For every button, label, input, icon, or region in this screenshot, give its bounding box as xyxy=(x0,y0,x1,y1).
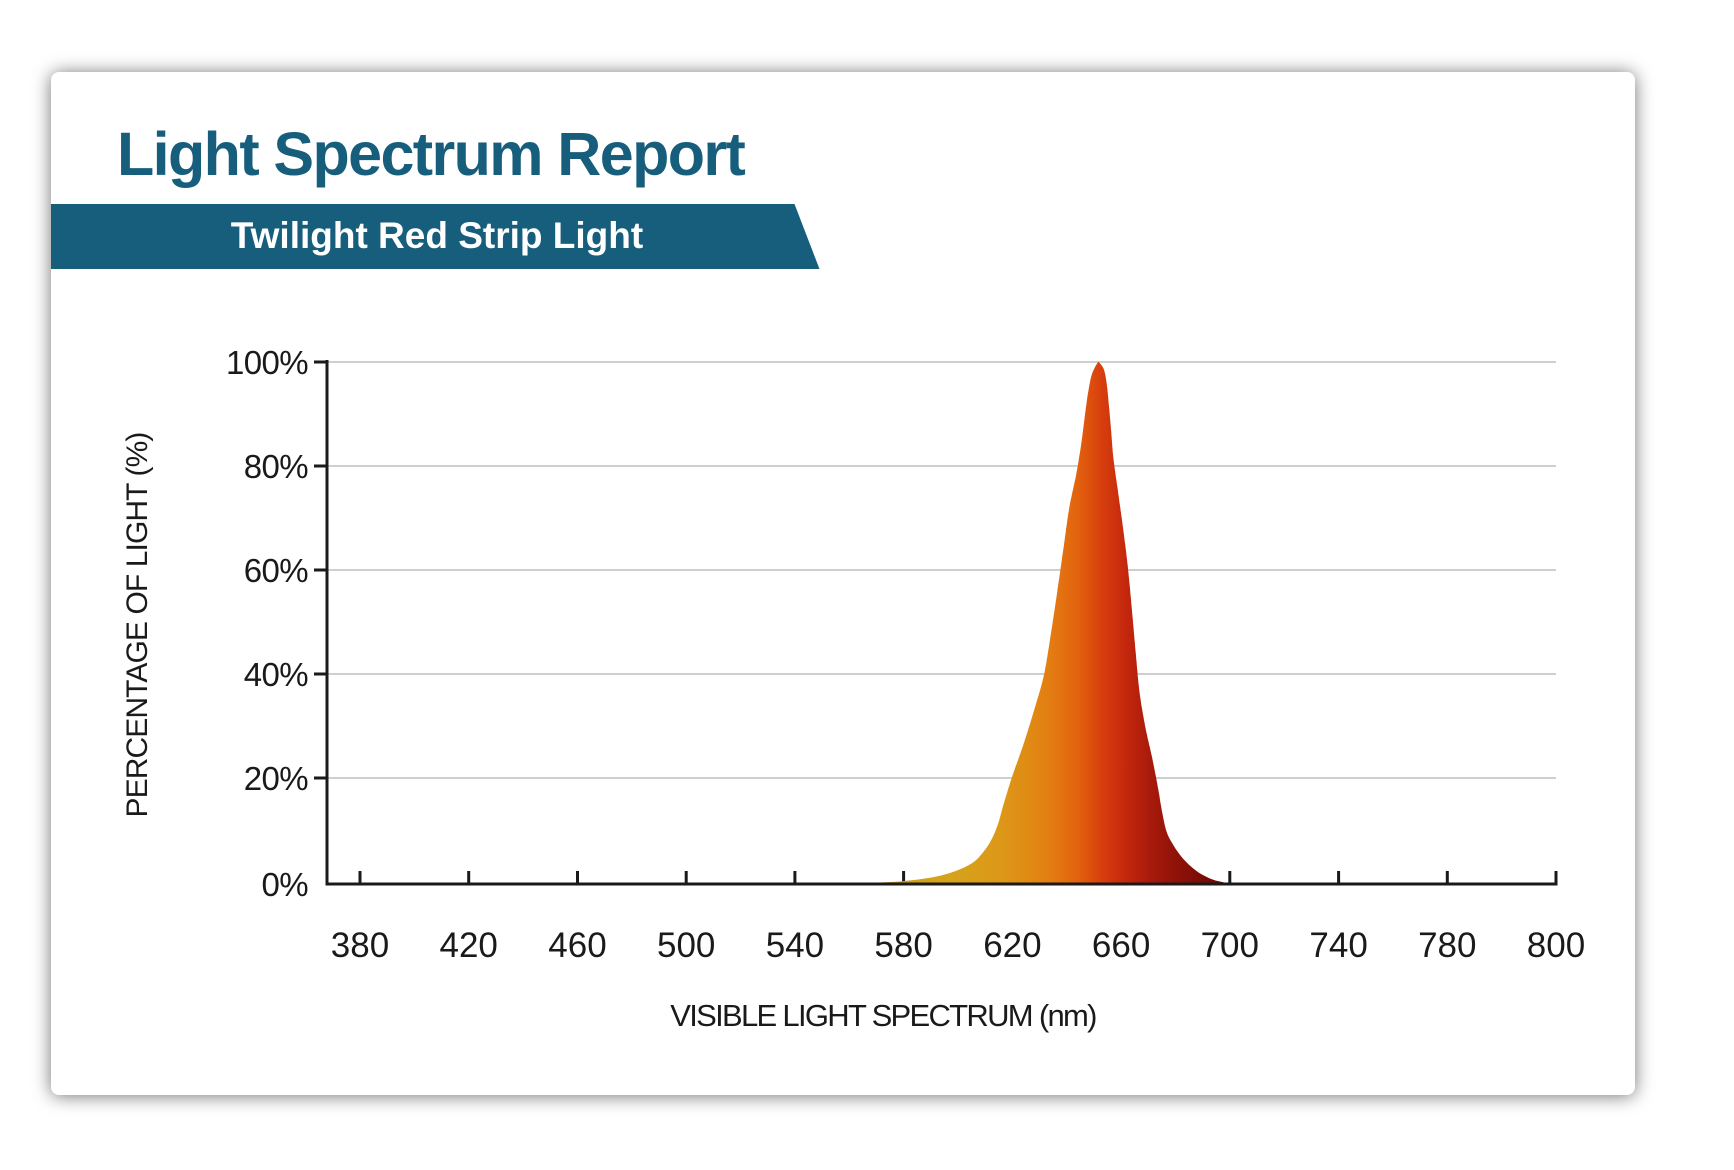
svg-text:660: 660 xyxy=(1092,926,1150,965)
svg-text:40%: 40% xyxy=(244,656,309,693)
svg-text:VISIBLE LIGHT SPECTRUM (nm): VISIBLE LIGHT SPECTRUM (nm) xyxy=(670,998,1096,1033)
svg-text:540: 540 xyxy=(766,926,824,965)
svg-text:PERCENTAGE OF LIGHT (%): PERCENTAGE OF LIGHT (%) xyxy=(121,433,154,818)
svg-text:700: 700 xyxy=(1201,926,1259,965)
svg-text:620: 620 xyxy=(983,926,1041,965)
svg-text:740: 740 xyxy=(1309,926,1367,965)
svg-text:80%: 80% xyxy=(244,448,309,485)
svg-text:800: 800 xyxy=(1527,926,1585,965)
svg-text:500: 500 xyxy=(657,926,715,965)
svg-text:580: 580 xyxy=(874,926,932,965)
svg-text:380: 380 xyxy=(331,926,389,965)
svg-text:0%: 0% xyxy=(262,866,309,903)
svg-text:780: 780 xyxy=(1418,926,1476,965)
svg-text:420: 420 xyxy=(439,926,497,965)
svg-text:100%: 100% xyxy=(226,344,308,381)
svg-text:20%: 20% xyxy=(244,760,309,797)
svg-text:460: 460 xyxy=(548,926,606,965)
svg-text:60%: 60% xyxy=(244,552,309,589)
